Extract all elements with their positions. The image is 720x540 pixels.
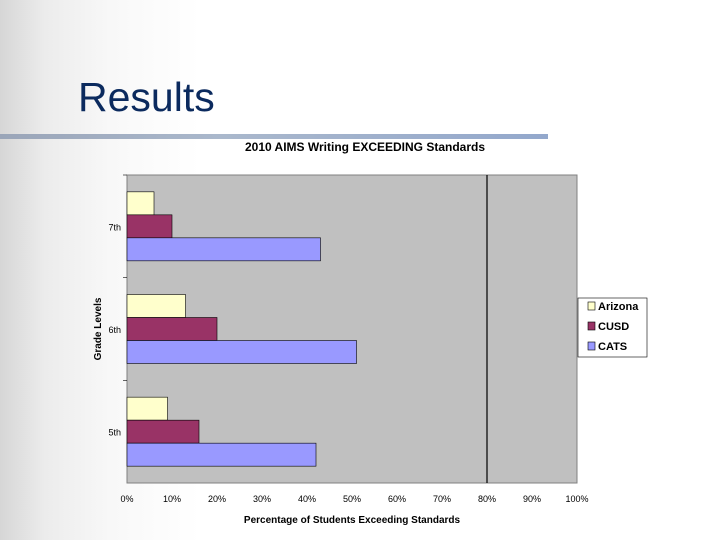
x-tick-label: 30% <box>253 494 271 504</box>
legend: Arizona CUSD CATS <box>577 297 648 358</box>
bar-cats-6th <box>126 340 357 364</box>
category-label: 5th <box>108 428 121 438</box>
bar-cusd-5th <box>126 419 200 444</box>
x-tick-label: 90% <box>523 494 541 504</box>
legend-label-arizona: Arizona <box>598 301 639 313</box>
x-tick-label: 80% <box>478 494 496 504</box>
x-tick-label: 40% <box>298 494 316 504</box>
x-tick-label: 50% <box>343 494 361 504</box>
legend-label-cusd: CUSD <box>598 321 629 333</box>
bar-cats-5th <box>126 442 317 467</box>
legend-label-cats: CATS <box>598 341 627 353</box>
title-divider <box>0 134 548 139</box>
x-tick-label: 100% <box>565 494 588 504</box>
x-tick-label: 10% <box>163 494 181 504</box>
bar-cats-7th <box>126 237 321 262</box>
x-tick-label: 0% <box>120 494 133 504</box>
y-axis-label: Grade Levels <box>93 297 104 360</box>
x-tick-label: 20% <box>208 494 226 504</box>
x-axis-label: Percentage of Students Exceeding Standar… <box>244 515 461 526</box>
category-label: 6th <box>108 325 121 335</box>
slide-title: Results <box>78 74 215 120</box>
chart-title: 2010 AIMS Writing EXCEEDING Standards <box>245 140 485 154</box>
x-tick-label: 60% <box>388 494 406 504</box>
legend-swatch-cusd <box>587 321 596 331</box>
x-tick-label: 70% <box>433 494 451 504</box>
legend-swatch-arizona <box>587 301 596 311</box>
bar-cusd-6th <box>126 317 218 341</box>
bar-arizona-5th <box>126 396 168 421</box>
bar-arizona-6th <box>126 294 186 318</box>
category-label: 7th <box>108 222 121 232</box>
legend-swatch-cats <box>587 341 596 351</box>
bar-arizona-7th <box>126 191 155 216</box>
bar-cusd-7th <box>126 214 173 239</box>
